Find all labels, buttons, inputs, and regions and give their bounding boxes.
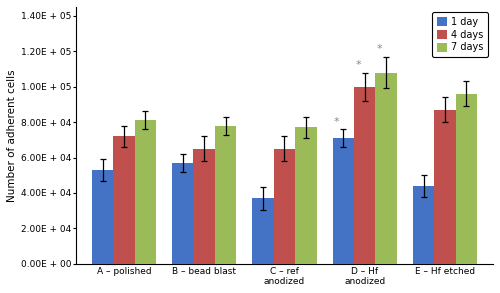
Bar — [413, 186, 434, 264]
Bar — [92, 170, 113, 264]
Bar — [252, 198, 274, 264]
Bar — [274, 149, 295, 264]
Bar — [376, 72, 397, 264]
Y-axis label: Number of adherent cells: Number of adherent cells — [7, 69, 17, 202]
Text: *: * — [334, 117, 340, 127]
Bar — [215, 126, 236, 264]
Bar — [354, 87, 376, 264]
Text: *: * — [356, 60, 361, 70]
Bar — [434, 110, 456, 264]
Text: *: * — [377, 44, 382, 54]
Bar — [194, 149, 215, 264]
Bar — [172, 163, 194, 264]
Bar — [113, 136, 134, 264]
Bar — [456, 94, 477, 264]
Bar — [295, 127, 316, 264]
Bar — [134, 120, 156, 264]
Bar — [332, 138, 354, 264]
Legend: 1 day, 4 days, 7 days: 1 day, 4 days, 7 days — [432, 12, 488, 57]
